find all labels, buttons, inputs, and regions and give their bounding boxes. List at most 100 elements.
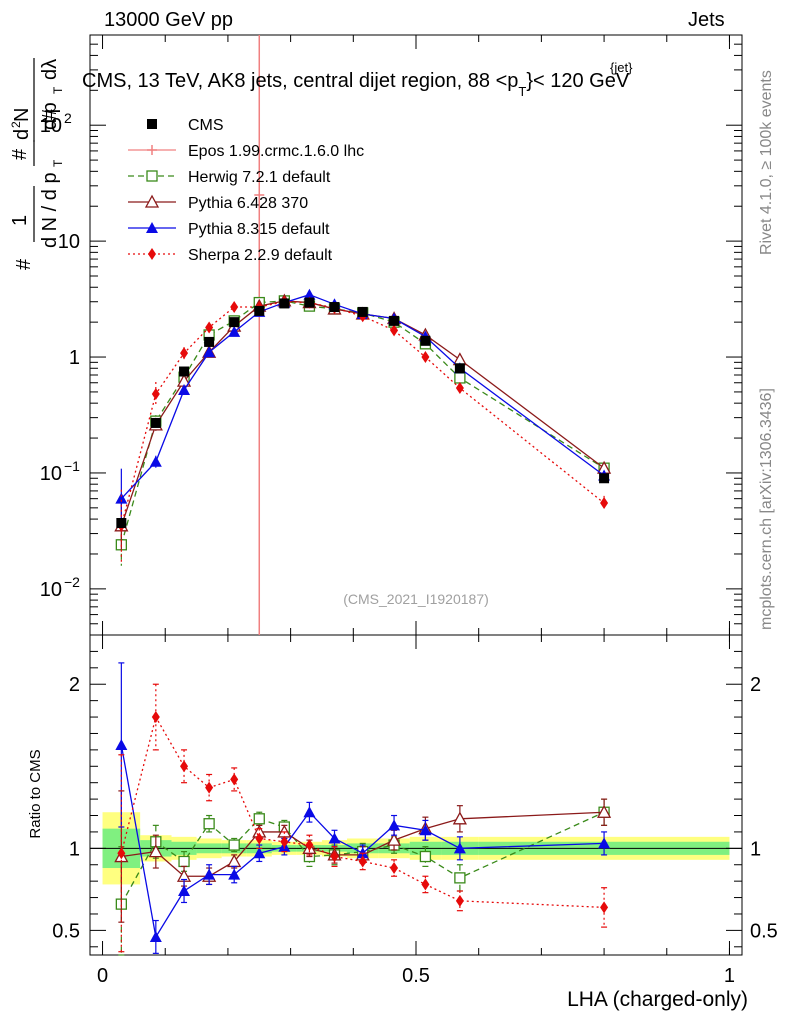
ylabel-d2N: d	[11, 129, 33, 140]
ratio-point	[203, 818, 215, 830]
series-point	[455, 382, 464, 395]
series-point	[390, 324, 399, 337]
cms-data-main	[116, 297, 610, 529]
header-right: Jets	[688, 9, 725, 31]
series-layer	[114, 35, 612, 956]
cms-data-point	[116, 518, 127, 529]
ylabel-2-sup: 2	[9, 121, 23, 128]
analysis-id: (CMS_2021_I1920187)	[343, 591, 489, 607]
series-4-main	[117, 295, 609, 562]
ratio-point	[178, 855, 190, 868]
series-point	[180, 347, 189, 360]
y-tick-base: 10	[40, 115, 62, 137]
ratio-point	[305, 839, 314, 852]
ratio-point	[303, 806, 316, 818]
ratio-point	[151, 711, 160, 724]
legend-marker	[147, 145, 157, 155]
cms-data-point	[329, 302, 340, 313]
y-tick-exponent: 2	[64, 110, 72, 126]
legend-label: Sherpa 2.2.9 default	[188, 247, 333, 264]
cms-data-point	[254, 305, 265, 316]
ratio-point	[328, 832, 341, 844]
ratio-point	[388, 819, 401, 831]
y-tick-label: 10	[40, 463, 62, 485]
series-3-ratio	[115, 662, 611, 954]
series-point	[149, 455, 162, 467]
ratio-tick-label-right: 0.5	[750, 920, 778, 942]
ratio-point	[280, 835, 289, 848]
y-tick-exponent: −2	[64, 574, 80, 590]
legend-item: Epos 1.99.crmc.1.6.0 lhc	[128, 143, 364, 160]
legend-marker	[147, 119, 157, 129]
ratio-point	[600, 901, 609, 914]
ratio-point	[358, 855, 367, 868]
ratio-line	[121, 811, 605, 877]
chart-title-end: }< 120 GeV	[526, 70, 630, 92]
legend-item: Herwig 7.2.1 default	[128, 169, 331, 186]
chart-title: CMS, 13 TeV, AK8 jets, central dijet reg…	[82, 70, 630, 99]
series-1-ratio	[115, 798, 610, 956]
y-tick-exponent: −1	[64, 458, 80, 474]
legend: CMS Epos 1.99.crmc.1.6.0 lhc Herwig 7.2.1 …	[128, 117, 364, 264]
cms-data-point	[179, 366, 190, 377]
cms-data-point	[150, 417, 161, 428]
ratio-point	[205, 781, 214, 794]
legend-label: Pythia 6.428 370	[188, 195, 308, 212]
legend-marker	[148, 248, 156, 260]
y-tick-label: 10	[58, 231, 80, 253]
series-point	[421, 351, 430, 364]
cms-data-point	[454, 363, 465, 374]
series-point	[230, 301, 239, 314]
chart-title-sub: T	[518, 84, 526, 99]
y-tick-label: 10	[40, 115, 62, 137]
ratio-point	[117, 847, 126, 860]
ratio-point	[228, 868, 241, 880]
ylabel-hash-1: #	[13, 258, 35, 270]
ratio-point	[386, 832, 402, 846]
ratio-line	[120, 744, 605, 939]
y-tick-label: 10	[40, 579, 62, 601]
ratio-point	[230, 773, 239, 786]
cms-data-point	[304, 297, 315, 308]
series-line	[120, 300, 605, 545]
ratio-line	[120, 715, 605, 909]
series-3-main	[115, 288, 611, 529]
header-left: 13000 GeV pp	[104, 9, 233, 31]
ratio-panel-frame	[89, 634, 743, 956]
ratio-point	[178, 885, 191, 896]
ratio-point	[390, 862, 399, 875]
series-2-main	[114, 293, 612, 550]
y-tick-base: 10	[40, 579, 62, 601]
y-tick-base: 1	[69, 347, 80, 369]
ratio-point	[203, 868, 216, 880]
cms-data-point	[204, 336, 215, 347]
legend-item: Pythia 6.428 370	[128, 194, 308, 212]
ratio-point	[255, 832, 264, 845]
ratio-y-axis-label: Ratio to CMS	[27, 749, 44, 838]
legend-marker	[146, 170, 158, 182]
ratio-point	[148, 844, 163, 858]
ylabel-hash-3: #	[39, 108, 61, 120]
series-point	[600, 497, 609, 510]
ylabel-one: 1	[9, 215, 31, 226]
series-1-main	[115, 295, 610, 566]
legend-item: Sherpa 2.2.9 default	[128, 247, 333, 264]
ratio-point	[115, 738, 128, 750]
ylabel-dN: d N / d p	[39, 172, 61, 248]
legend-label: Pythia 8.315 default	[188, 221, 330, 238]
ratio-point	[149, 930, 162, 942]
ratio-tick-label-left: 2	[69, 674, 80, 696]
ratio-point	[455, 894, 464, 907]
ylabel-T-sub-2: T	[51, 86, 65, 94]
ratio-line	[120, 811, 605, 905]
series-0-main	[254, 35, 265, 635]
ratio-uncertainty-band	[90, 812, 742, 885]
series-point	[178, 383, 191, 395]
legend-marker	[144, 194, 160, 208]
cms-data-point	[229, 317, 240, 328]
ylabel-T-sub-1: T	[51, 159, 65, 167]
cms-data-point	[279, 298, 290, 309]
series-line	[120, 294, 605, 500]
ratio-point	[454, 872, 466, 884]
